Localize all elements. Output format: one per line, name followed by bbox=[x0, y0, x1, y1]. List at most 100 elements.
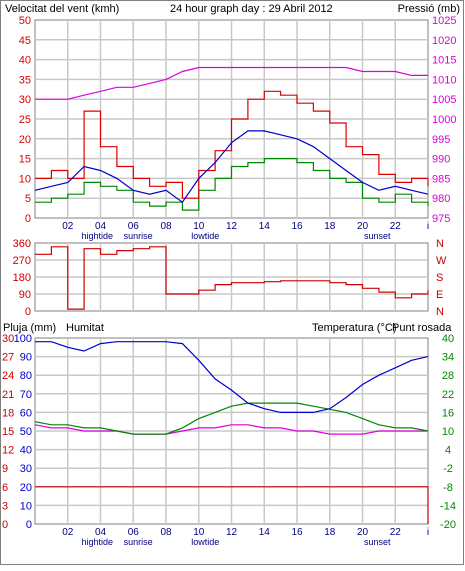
temperature-tick-label: 22 bbox=[442, 389, 454, 401]
wind-x-tick-label: 10 bbox=[193, 221, 205, 232]
direction-tick-label: 90 bbox=[19, 289, 31, 301]
temperature-tick-label: 40 bbox=[442, 333, 454, 345]
compass-label: N bbox=[436, 238, 444, 250]
rain-tick-label: 9 bbox=[2, 463, 8, 475]
pressure-tick-label: 975 bbox=[432, 213, 450, 225]
wind-x-tick-label: 04 bbox=[95, 221, 107, 232]
dewpoint-axis-title: Punt rosada bbox=[392, 322, 452, 334]
humidity-x-tick-label: 16 bbox=[291, 527, 303, 538]
temperature-axis-title: Temperatura (°C) bbox=[312, 322, 396, 334]
humidity-x-tick-label: 02 bbox=[62, 527, 74, 538]
wind-x-tick-label: 12 bbox=[226, 221, 238, 232]
temperature-tick-label: -2 bbox=[443, 463, 453, 475]
rain-tick-label: 6 bbox=[2, 482, 8, 494]
humidity-x-tick-label: 12 bbox=[226, 527, 238, 538]
humidity-tick-label: 30 bbox=[20, 463, 32, 475]
wind-x-tick-label: 08 bbox=[160, 221, 172, 232]
wind-event-label: sunrise bbox=[124, 231, 153, 241]
wind-x-tick-label: 22 bbox=[390, 221, 402, 232]
wind-x-tick-label: 14 bbox=[259, 221, 271, 232]
wind-tick-label: 10 bbox=[19, 173, 31, 185]
humidity-x-tick-label: i bbox=[427, 527, 429, 538]
wind-min-line bbox=[35, 158, 429, 211]
temperature-tick-label: 16 bbox=[442, 407, 454, 419]
humidity-event-label: sunrise bbox=[124, 537, 153, 547]
wind-tick-label: 40 bbox=[19, 55, 31, 67]
wind-avg-line bbox=[34, 130, 429, 204]
humidity-x-tick-label: 06 bbox=[128, 527, 140, 538]
temperature-tick-label: 28 bbox=[442, 370, 454, 382]
humidity-event-label: sunset bbox=[364, 537, 391, 547]
pressure-tick-label: 1020 bbox=[432, 35, 456, 47]
humidity-event-label: hightide bbox=[81, 537, 113, 547]
wind-event-label: hightide bbox=[81, 231, 113, 241]
wind-tick-label: 5 bbox=[25, 193, 31, 205]
compass-label: E bbox=[436, 289, 443, 301]
wind-axis-title: Velocitat del vent (kmh) bbox=[5, 3, 119, 15]
humidity-tick-label: 60 bbox=[20, 407, 32, 419]
humidity-x-tick-label: 20 bbox=[357, 527, 369, 538]
rain-tick-label: 27 bbox=[2, 352, 14, 364]
direction-tick-label: 270 bbox=[13, 255, 31, 267]
wind-tick-label: 30 bbox=[19, 94, 31, 106]
humidity-axis-title: Humitat bbox=[66, 322, 104, 334]
rain-tick-label: 30 bbox=[2, 333, 14, 345]
humidity-event-label: lowtide bbox=[191, 537, 219, 547]
pressure-tick-label: 1000 bbox=[432, 114, 456, 126]
rain-line bbox=[35, 486, 429, 524]
pressure-tick-label: 1015 bbox=[432, 55, 456, 67]
wind-tick-label: 20 bbox=[19, 134, 31, 146]
humidity-tick-label: 50 bbox=[20, 426, 32, 438]
wind-x-tick-label: 20 bbox=[357, 221, 369, 232]
humidity-x-tick-label: 08 bbox=[160, 527, 172, 538]
temperature-tick-label: -20 bbox=[440, 519, 456, 531]
wind-tick-label: 45 bbox=[19, 35, 31, 47]
rain-tick-label: 18 bbox=[2, 407, 14, 419]
humidity-tick-label: 20 bbox=[20, 482, 32, 494]
humidity-line bbox=[35, 341, 429, 413]
chart-title: 24 hour graph day : 29 Abril 2012 bbox=[170, 3, 333, 15]
rain-tick-label: 12 bbox=[2, 445, 14, 457]
wind-tick-label: 15 bbox=[19, 154, 31, 166]
temperature-tick-label: -14 bbox=[440, 500, 456, 512]
rain-tick-label: 0 bbox=[2, 519, 8, 531]
humidity-x-tick-label: 10 bbox=[193, 527, 205, 538]
pressure-tick-label: 990 bbox=[432, 154, 450, 166]
temperature-tick-label: 34 bbox=[442, 352, 454, 364]
rain-tick-label: 3 bbox=[2, 500, 8, 512]
wind-x-tick-label: 06 bbox=[128, 221, 140, 232]
wind-tick-label: 50 bbox=[19, 15, 31, 27]
direction-tick-label: 180 bbox=[13, 272, 31, 284]
wind-x-tick-label: 02 bbox=[62, 221, 74, 232]
humidity-tick-label: 40 bbox=[20, 445, 32, 457]
compass-label: W bbox=[436, 255, 447, 267]
direction-tick-label: 360 bbox=[13, 238, 31, 250]
humidity-tick-label: 80 bbox=[20, 370, 32, 382]
humidity-x-tick-label: 04 bbox=[95, 527, 107, 538]
direction-tick-label: 0 bbox=[25, 306, 31, 318]
wind-tick-label: 0 bbox=[25, 213, 31, 225]
temperature-tick-label: 10 bbox=[442, 426, 454, 438]
rain-tick-label: 21 bbox=[2, 389, 14, 401]
compass-label: S bbox=[436, 272, 443, 284]
compass-label: N bbox=[436, 306, 444, 318]
wind-x-tick-label: 16 bbox=[291, 221, 303, 232]
humidity-tick-label: 70 bbox=[20, 389, 32, 401]
humidity-tick-label: 90 bbox=[20, 352, 32, 364]
humidity-x-tick-label: 14 bbox=[259, 527, 271, 538]
pressure-line bbox=[35, 66, 428, 100]
wind-event-label: lowtide bbox=[191, 231, 219, 241]
humidity-tick-label: 100 bbox=[14, 333, 32, 345]
humidity-tick-label: 0 bbox=[26, 519, 32, 531]
pressure-tick-label: 1005 bbox=[432, 94, 456, 106]
wind-x-tick-label: i bbox=[427, 221, 429, 232]
pressure-tick-label: 995 bbox=[432, 134, 450, 146]
wind-x-tick-label: 18 bbox=[324, 221, 336, 232]
rain-tick-label: 24 bbox=[2, 370, 14, 382]
temperature-tick-label: -8 bbox=[443, 482, 453, 494]
pressure-tick-label: 1025 bbox=[432, 15, 456, 27]
humidity-tick-label: 10 bbox=[20, 500, 32, 512]
wind-tick-label: 25 bbox=[19, 114, 31, 126]
